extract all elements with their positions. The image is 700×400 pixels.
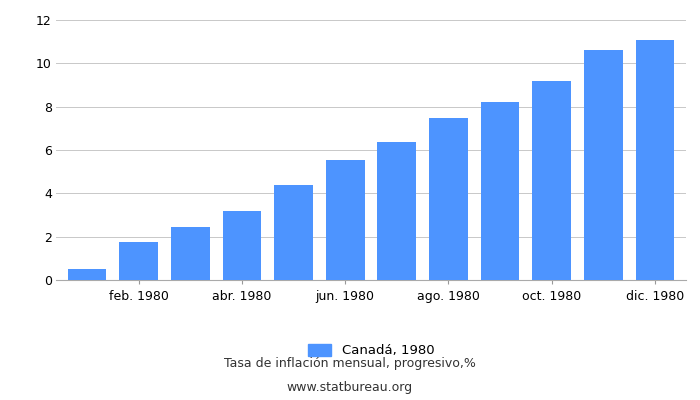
Bar xyxy=(377,142,416,280)
Bar xyxy=(171,227,209,280)
Bar xyxy=(584,50,623,280)
Bar xyxy=(68,269,106,280)
Bar xyxy=(119,242,158,280)
Bar xyxy=(429,118,468,280)
Bar xyxy=(223,211,261,280)
Text: Tasa de inflación mensual, progresivo,%: Tasa de inflación mensual, progresivo,% xyxy=(224,358,476,370)
Bar xyxy=(274,185,313,280)
Bar xyxy=(481,102,519,280)
Bar xyxy=(636,40,674,280)
Text: www.statbureau.org: www.statbureau.org xyxy=(287,382,413,394)
Bar xyxy=(326,160,365,280)
Bar xyxy=(533,81,571,280)
Legend: Canadá, 1980: Canadá, 1980 xyxy=(307,344,435,357)
